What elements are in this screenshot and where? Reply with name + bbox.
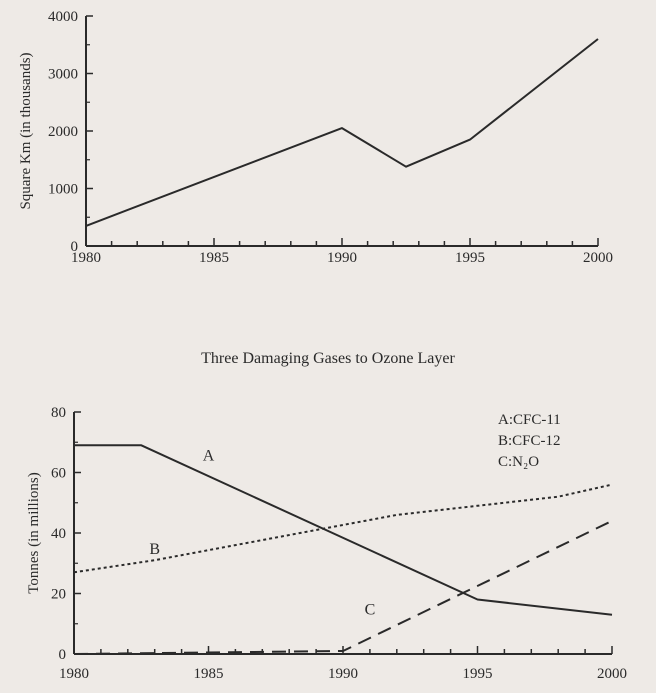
- chart-2-y-tick-label: 80: [51, 405, 66, 421]
- chart-1-x-tick-label: 2000: [583, 250, 613, 266]
- chart-2-series-a-line: [74, 444, 613, 616]
- chart-2-legend-entry: B:CFC-12: [498, 433, 561, 449]
- chart-2-x-tick-label: 2000: [597, 666, 627, 682]
- chart-2-y-tick-label: 60: [51, 466, 66, 482]
- chart-1-y-tick-label: 0: [71, 239, 79, 255]
- chart-1-y-tick-label: 4000: [48, 9, 78, 25]
- chart-2-series-b-line: [73, 483, 613, 574]
- chart-2-x-tick-label: 1995: [463, 666, 493, 682]
- chart-2-title: Three Damaging Gases to Ozone Layer: [201, 350, 455, 367]
- chart-1-x-tick-label: 1995: [455, 250, 485, 266]
- chart-2-legend-entry: C:N₂O: [498, 454, 539, 470]
- chart-1-y-axis-title: Square Km (in thousands): [18, 52, 34, 209]
- chart-1-y-tick-label: 1000: [48, 182, 78, 198]
- chart-1-y-tick-label: 2000: [48, 124, 78, 140]
- chart-2-y-tick-label: 40: [51, 526, 66, 542]
- chart-2-x-tick-label: 1980: [59, 666, 89, 682]
- chart-2-series-c-line: [73, 519, 613, 655]
- chart-2-y-tick-label: 0: [59, 647, 67, 663]
- chart-2-y-axis-title: Tonnes (in millions): [26, 472, 42, 593]
- chart-2-series-a-label: A: [203, 447, 215, 464]
- chart-2-series-c-label: C: [365, 602, 376, 619]
- chart-2-x-tick-label: 1985: [194, 666, 224, 682]
- chart-2-legend-entry: A:CFC-11: [498, 412, 561, 428]
- chart-1-x-tick-label: 1990: [327, 250, 357, 266]
- chart-2-series-b-label: B: [149, 541, 160, 558]
- chart-1-y-tick-label: 3000: [48, 67, 78, 83]
- chart-1-series-1-line: [85, 38, 599, 227]
- chart-2-x-tick-label: 1990: [328, 666, 358, 682]
- chart-2-y-tick-label: 20: [51, 587, 66, 603]
- chart-1-x-tick-label: 1980: [71, 250, 101, 266]
- chart-1-x-tick-label: 1985: [199, 250, 229, 266]
